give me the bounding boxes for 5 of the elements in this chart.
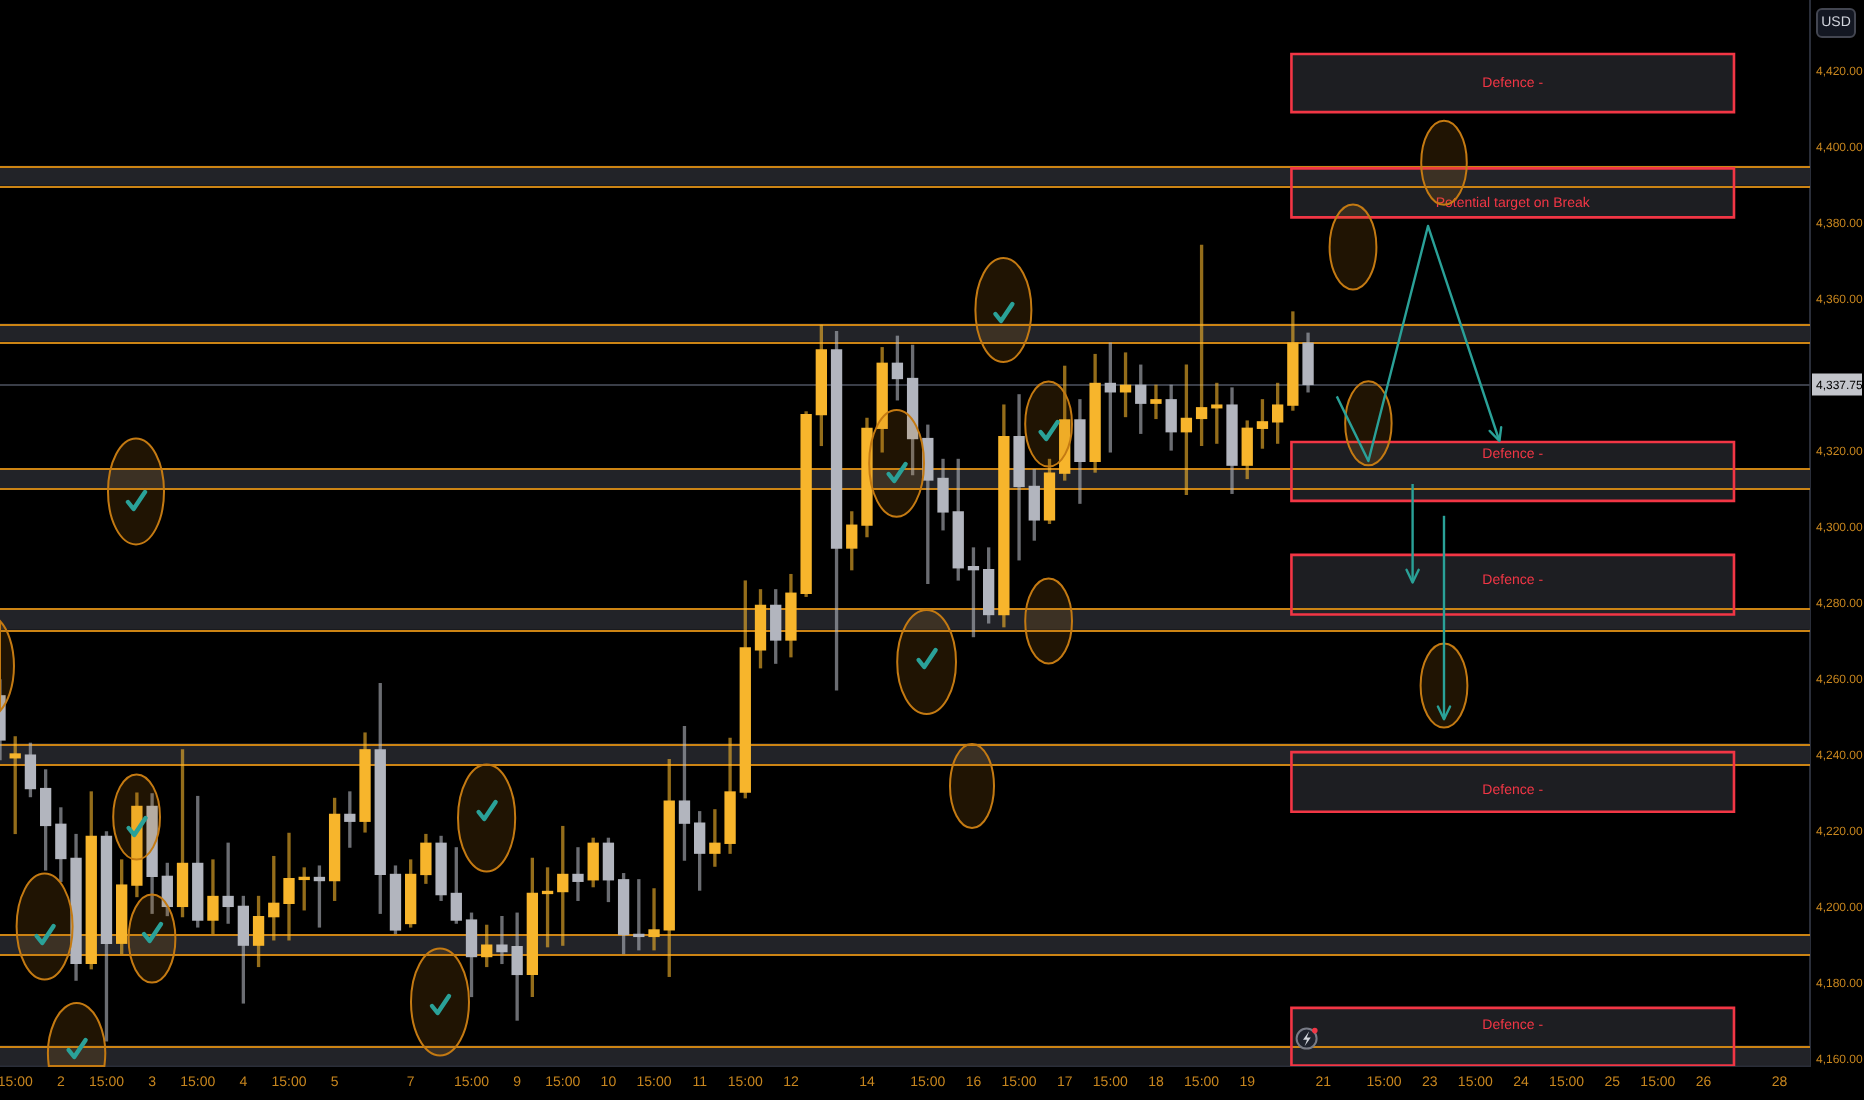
candlestick: [222, 842, 234, 924]
candlestick: [648, 888, 660, 951]
candlestick: [1150, 384, 1162, 420]
candlestick: [572, 847, 584, 901]
candlestick: [283, 832, 295, 941]
